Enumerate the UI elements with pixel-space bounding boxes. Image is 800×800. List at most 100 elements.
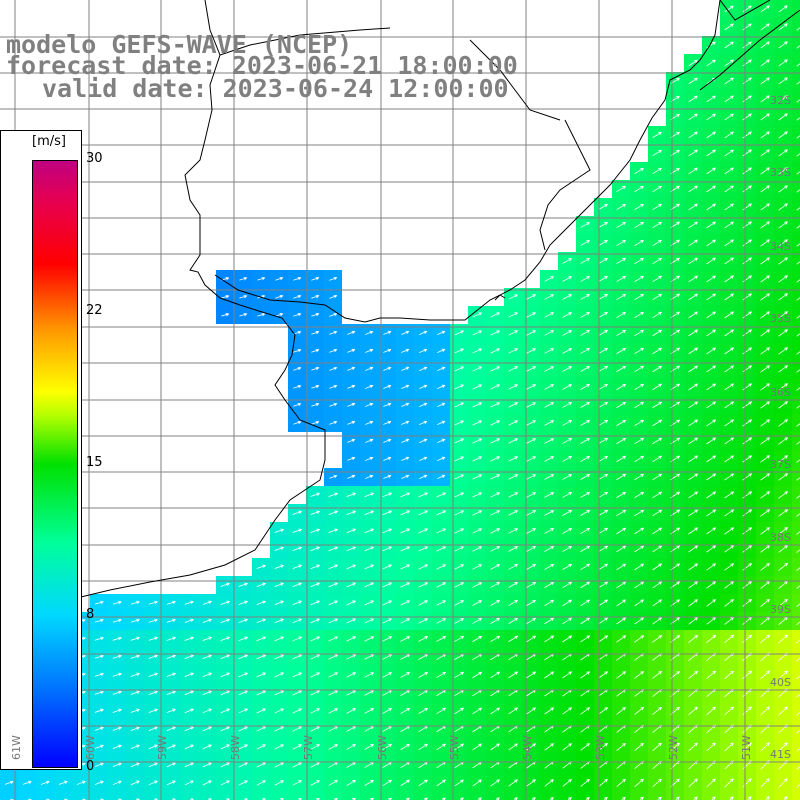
forecast-date: forecast date: 2023-06-21 18:00:00 <box>6 51 518 80</box>
wind-arrow <box>634 581 645 589</box>
wind-arrow <box>472 564 483 570</box>
wind-arrow <box>652 527 663 535</box>
wind-arrow <box>652 742 662 751</box>
wind-arrow <box>760 509 771 517</box>
wind-arrow <box>310 672 321 678</box>
wind-arrow <box>778 706 788 716</box>
wind-arrow <box>562 348 573 354</box>
wind-arrow <box>580 366 591 372</box>
wind-arrow <box>760 239 771 247</box>
wind-cell <box>792 432 800 450</box>
wind-arrow <box>148 708 159 713</box>
wind-arrow <box>508 402 519 408</box>
model-title: modelo GEFS-WAVE (NCEP) <box>6 30 353 59</box>
wind-arrow <box>437 330 446 336</box>
wind-arrow <box>724 23 734 31</box>
wind-arrow <box>796 243 800 247</box>
wind-arrow <box>562 563 573 570</box>
wind-arrow <box>387 797 392 800</box>
wind-arrow <box>562 402 573 408</box>
wind-arrow <box>742 113 752 121</box>
wind-arrow <box>419 330 428 335</box>
wind-arrow <box>706 509 717 517</box>
wind-arrow <box>329 276 338 281</box>
wind-cell <box>792 18 800 36</box>
wind-arrow <box>490 582 501 588</box>
wind-cell <box>792 576 800 594</box>
wind-arrow <box>328 510 339 515</box>
wind-arrow <box>652 509 663 517</box>
wind-cell <box>792 72 800 90</box>
wind-arrow <box>706 275 717 283</box>
wind-arrow <box>778 778 788 788</box>
wind-arrow <box>508 438 519 444</box>
wind-arrow <box>688 401 699 409</box>
wind-arrow <box>634 293 645 300</box>
wind-cell <box>414 792 432 800</box>
wind-arrow <box>526 582 537 588</box>
wind-cell <box>648 792 666 800</box>
wind-arrow <box>652 617 663 625</box>
wind-arrow <box>310 546 321 552</box>
wind-arrow <box>580 671 591 679</box>
wind-arrow <box>94 726 104 731</box>
wind-cell <box>612 792 630 800</box>
wind-arrow <box>580 312 591 318</box>
wind-arrow <box>472 384 483 390</box>
wind-arrow <box>742 131 752 139</box>
wind-arrow <box>310 780 320 786</box>
wind-arrow <box>508 366 519 372</box>
wind-cell <box>792 252 800 270</box>
wind-cell <box>792 90 800 108</box>
wind-arrow <box>436 528 447 534</box>
wind-arrow <box>742 473 753 481</box>
wind-arrow <box>760 95 770 103</box>
wind-arrow <box>544 384 555 390</box>
wind-cell <box>252 792 270 800</box>
wind-arrow <box>796 441 800 445</box>
wind-arrow <box>202 690 213 696</box>
wind-arrow <box>418 672 429 678</box>
wind-arrow <box>274 708 285 714</box>
wind-arrow <box>796 459 800 463</box>
wind-arrow <box>112 636 123 641</box>
wind-arrow <box>760 473 771 481</box>
wind-arrow <box>311 294 320 299</box>
lon-label: 56W <box>376 735 389 760</box>
wind-arrow <box>472 348 483 354</box>
wind-arrow <box>94 636 105 641</box>
wind-arrow <box>437 348 446 354</box>
wind-arrow <box>760 437 771 445</box>
wind-arrow <box>796 45 800 49</box>
wind-arrow <box>580 240 591 246</box>
wind-arrow <box>526 635 537 643</box>
wind-arrow <box>652 221 663 229</box>
wind-arrow <box>220 600 231 605</box>
wind-arrow <box>490 330 501 336</box>
wind-arrow <box>365 330 374 335</box>
wind-arrow <box>742 670 753 680</box>
wind-arrow <box>688 545 699 553</box>
wind-arrow <box>256 744 267 750</box>
wind-cell <box>792 666 800 684</box>
wind-arrow <box>778 383 789 391</box>
wind-arrow <box>724 563 735 571</box>
wind-arrow <box>778 59 788 67</box>
wind-arrow <box>562 528 573 534</box>
wind-arrow <box>688 599 699 607</box>
wind-arrow <box>436 600 447 606</box>
wind-arrow <box>148 690 159 695</box>
wind-arrow <box>437 402 446 408</box>
wind-cell <box>270 792 288 800</box>
wind-arrow <box>724 311 735 319</box>
wind-cell <box>468 792 486 800</box>
wind-arrow <box>598 707 609 715</box>
wind-arrow <box>562 510 573 516</box>
wind-arrow <box>724 383 735 391</box>
wind-arrow <box>634 599 645 607</box>
wind-arrow <box>297 798 302 800</box>
wind-arrow <box>598 384 609 390</box>
wind-arrow <box>706 437 717 445</box>
wind-arrow <box>778 113 788 121</box>
wind-cell <box>792 486 800 504</box>
